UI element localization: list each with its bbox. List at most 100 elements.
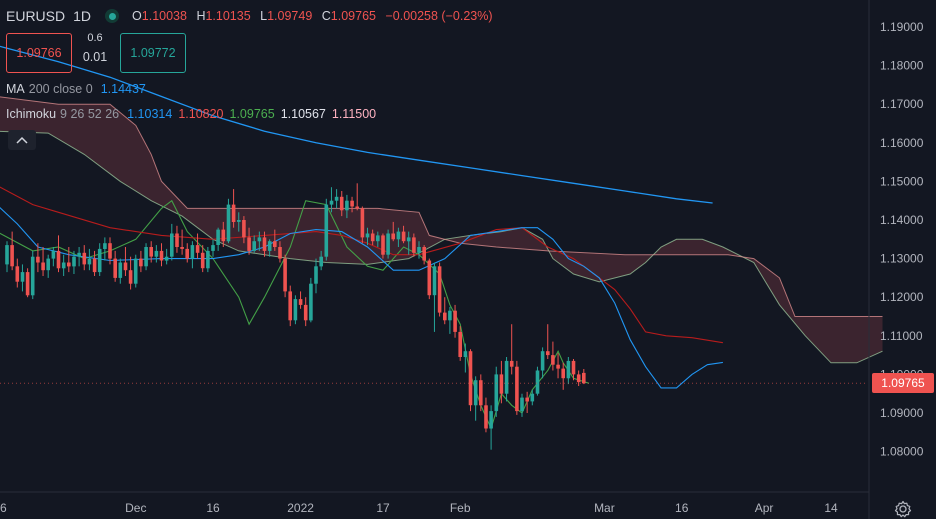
candle-body: [67, 262, 71, 267]
candle-body: [484, 405, 488, 429]
candle: [195, 233, 200, 259]
candle-body: [5, 245, 9, 265]
candle-body: [350, 200, 354, 207]
candle-body: [139, 258, 143, 267]
timeframe-label[interactable]: 1D: [73, 8, 92, 24]
price-tick-label: 1.09000: [880, 406, 924, 420]
time-tick-label: 17: [376, 501, 390, 515]
candle: [278, 241, 282, 263]
candle-body: [376, 235, 380, 242]
candle: [144, 243, 148, 271]
candle: [303, 297, 308, 327]
ichimoku-cloud: [0, 96, 883, 364]
candle: [273, 229, 277, 251]
spread-value: 0.01: [82, 50, 108, 64]
candle: [396, 227, 401, 247]
candle: [406, 231, 411, 255]
candle-body: [10, 245, 14, 267]
candle: [360, 206, 365, 244]
candle: [324, 198, 329, 261]
time-axis[interactable]: 6 Dec 16 2022 17 Feb Mar 16 Apr 14: [0, 501, 838, 515]
candles: [5, 183, 586, 450]
candle: [231, 189, 236, 228]
candle: [242, 216, 246, 244]
candle: [216, 227, 220, 251]
price-tick-label: 1.17000: [880, 97, 924, 111]
candle: [154, 245, 159, 263]
candle: [427, 258, 432, 300]
candle: [355, 183, 359, 211]
candle-body: [432, 266, 437, 296]
candle: [443, 297, 447, 325]
candle-body: [144, 247, 148, 267]
candle-body: [149, 247, 153, 257]
candle-body: [92, 258, 97, 273]
candle: [237, 212, 241, 232]
candle: [288, 285, 292, 327]
candle-body: [200, 252, 205, 269]
candle: [473, 376, 478, 421]
price-tick-label: 1.12000: [880, 290, 924, 304]
candle: [113, 250, 117, 282]
candle: [252, 235, 256, 253]
symbol-name[interactable]: EURUSD: [6, 8, 66, 24]
symbol-header: EURUSD 1D O1.10038 H1.10135 L1.09749 C1.…: [6, 8, 499, 24]
time-tick-label: 2022: [287, 501, 314, 515]
kijun-line: [0, 186, 723, 344]
candle-body: [489, 411, 493, 429]
candle: [36, 243, 40, 273]
candle: [82, 245, 87, 271]
candle: [123, 247, 128, 276]
candle-body: [546, 351, 550, 356]
candle: [61, 254, 66, 276]
sell-button[interactable]: 1.09766: [6, 33, 72, 73]
candle: [41, 247, 45, 276]
candle-body: [170, 233, 174, 257]
candle: [10, 231, 14, 271]
candle: [520, 393, 524, 417]
candle-body: [515, 366, 519, 412]
candle-body: [566, 360, 571, 379]
candle-body: [319, 256, 323, 267]
candle: [417, 241, 421, 259]
ma-legend[interactable]: MA 200 close 0 1.14437: [6, 82, 146, 96]
candle-body: [473, 380, 478, 406]
candle-body: [175, 233, 179, 247]
candle-body: [571, 360, 576, 375]
buy-button[interactable]: 1.09772: [120, 33, 186, 73]
gear-icon[interactable]: [894, 500, 912, 518]
candle-body: [520, 397, 524, 412]
candle-body: [406, 237, 411, 242]
span-a-line: [0, 130, 883, 364]
candle-body: [97, 248, 102, 273]
candle-body: [412, 237, 416, 253]
candle-body: [273, 241, 277, 247]
candle: [458, 326, 462, 361]
candle: [504, 357, 509, 402]
tenkan-line: [0, 206, 723, 389]
candle: [525, 391, 529, 413]
collapse-legend-button[interactable]: [8, 130, 36, 150]
ichimoku-legend[interactable]: Ichimoku 9 26 52 26 1.10314 1.10820 1.09765 1…: [6, 107, 376, 121]
candle-body: [51, 250, 56, 259]
candle-body: [494, 374, 499, 412]
candle: [350, 196, 354, 213]
change-value: −0.00258 (−0.23%): [385, 9, 493, 23]
candle: [489, 405, 493, 450]
candle-body: [355, 206, 359, 209]
candle-body: [329, 200, 334, 205]
candle: [551, 341, 555, 371]
candle: [401, 225, 406, 244]
candle: [185, 243, 189, 263]
spread-display: 0.6 0.01: [72, 30, 118, 64]
candle-body: [164, 256, 169, 261]
candle-body: [123, 262, 128, 271]
candle-body: [298, 299, 303, 305]
candle-body: [386, 233, 390, 255]
candle: [499, 360, 504, 404]
price-tick-label: 1.11000: [880, 329, 923, 343]
candle-body: [535, 370, 540, 394]
chevron-up-icon: [16, 136, 28, 144]
